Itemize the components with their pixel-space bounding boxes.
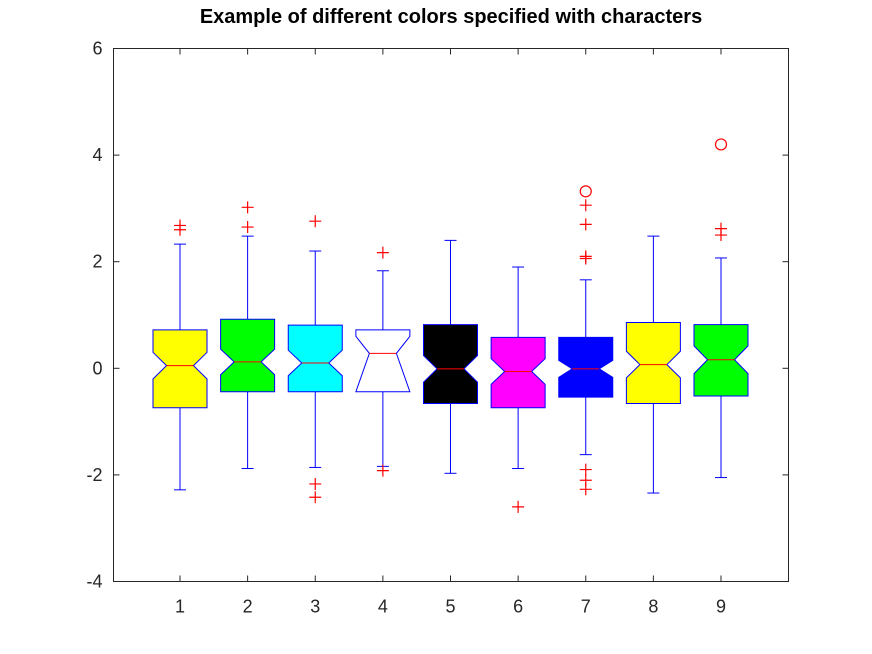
x-tick-label: 3 — [310, 597, 320, 617]
outlier-marker — [376, 246, 389, 259]
y-tick-label: -4 — [86, 572, 102, 592]
box-body — [152, 329, 208, 409]
outlier-marker — [715, 222, 727, 235]
outlier-marker — [309, 491, 322, 504]
box-3 — [287, 215, 343, 504]
box-body — [490, 336, 546, 409]
far-outlier-marker — [579, 185, 592, 198]
box-4 — [355, 246, 411, 477]
box-body — [287, 324, 343, 393]
box-body — [355, 329, 411, 393]
outlier-marker — [309, 215, 322, 228]
far-outlier-marker — [714, 138, 728, 151]
box-2 — [220, 201, 276, 470]
y-tick-label: 4 — [92, 145, 102, 165]
chart-title: Example of different colors specified wi… — [200, 6, 702, 28]
x-tick-label: 9 — [716, 597, 726, 617]
x-tick-label: 4 — [378, 597, 388, 617]
box-6 — [490, 266, 546, 513]
outlier-marker — [579, 483, 592, 496]
box-5 — [423, 239, 478, 474]
outlier-marker — [241, 201, 254, 214]
outlier-marker — [579, 463, 592, 476]
outlier-marker — [579, 199, 592, 212]
box-body — [693, 324, 749, 397]
outlier-marker — [512, 500, 525, 513]
x-tick-label: 7 — [581, 597, 591, 617]
x-tick-label: 5 — [445, 597, 455, 617]
x-tick-label: 2 — [243, 597, 253, 617]
outlier-marker — [579, 250, 592, 263]
box-body — [558, 336, 614, 398]
x-tick-label: 8 — [648, 597, 658, 617]
y-tick-label: 0 — [92, 358, 102, 378]
outlier-marker — [579, 218, 592, 231]
outlier-marker — [241, 221, 254, 234]
y-tick-label: 2 — [92, 252, 102, 272]
y-tick-label: -2 — [86, 465, 102, 485]
y-tick-label: 6 — [92, 39, 102, 59]
outlier-marker — [174, 219, 186, 232]
x-tick-label: 6 — [513, 597, 523, 617]
box-1 — [152, 219, 208, 491]
box-9 — [693, 138, 749, 479]
outlier-marker — [376, 464, 389, 477]
box-body — [423, 324, 478, 404]
box-body — [625, 321, 681, 404]
box-7 — [558, 185, 614, 496]
outlier-marker — [309, 477, 322, 490]
box-body — [220, 318, 276, 393]
x-tick-label: 1 — [175, 597, 185, 617]
box-8 — [625, 235, 681, 494]
